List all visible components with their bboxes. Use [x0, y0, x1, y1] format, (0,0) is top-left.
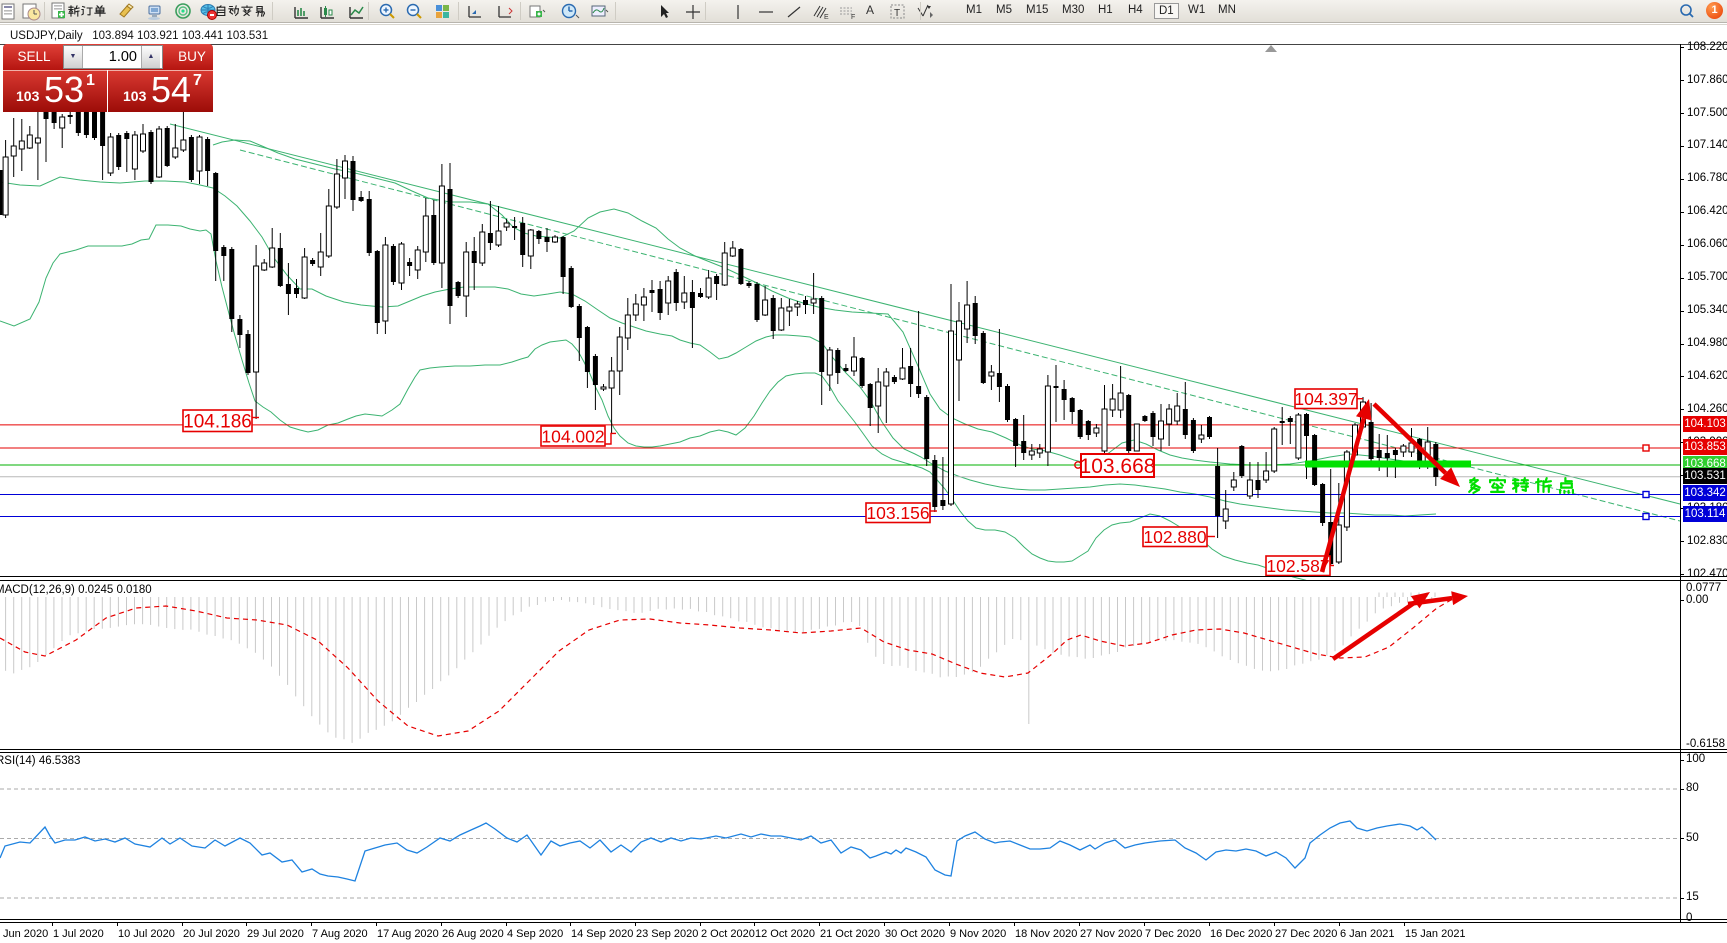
svg-text:F: F — [851, 14, 855, 21]
svg-text:104.002: 104.002 — [541, 426, 604, 446]
svg-text:103.156: 103.156 — [866, 503, 929, 523]
svg-text:E: E — [824, 14, 829, 21]
svg-text:102.880: 102.880 — [1143, 527, 1207, 547]
svg-text:103.668: 103.668 — [1080, 455, 1156, 478]
svg-text:104.397: 104.397 — [1294, 389, 1357, 409]
svg-text:104.186: 104.186 — [183, 412, 252, 433]
svg-text:102.587: 102.587 — [1266, 556, 1329, 576]
svg-text:T: T — [894, 8, 900, 19]
